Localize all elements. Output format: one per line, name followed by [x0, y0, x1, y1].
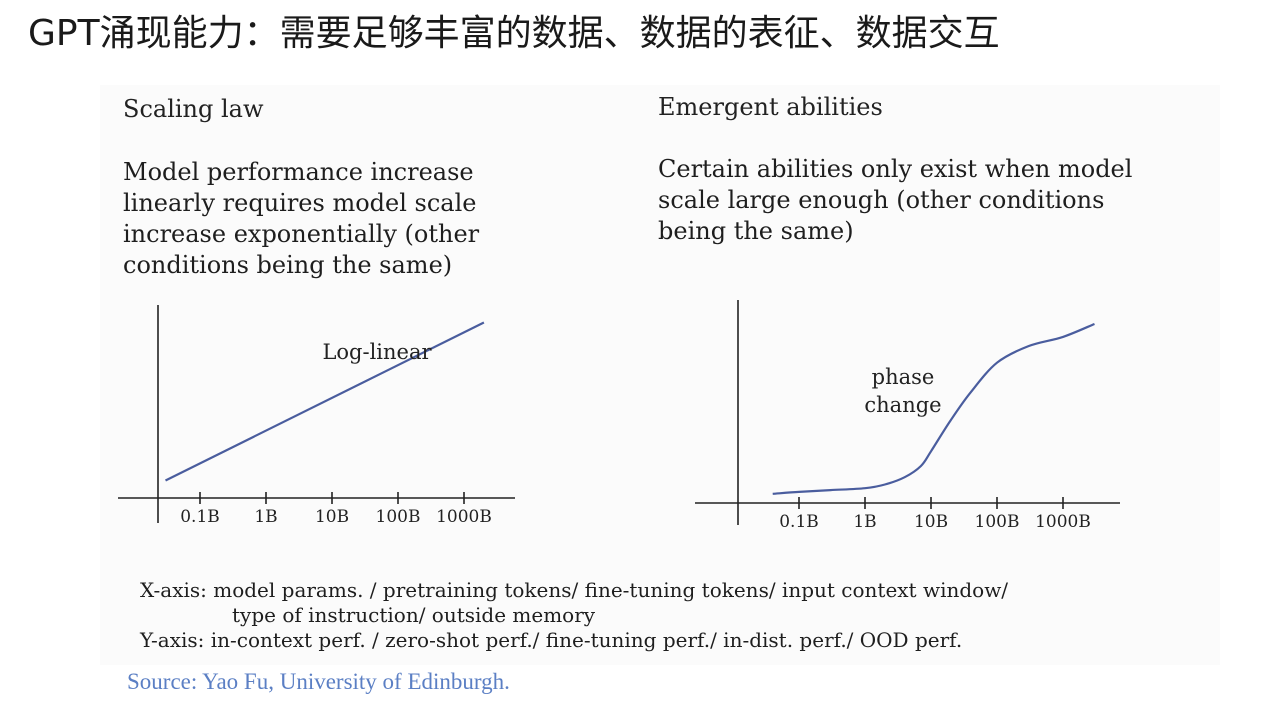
slide-title: GPT涌现能力：需要足够丰富的数据、数据的表征、数据交互 [28, 13, 1000, 54]
figure-panel [100, 85, 1220, 665]
emergent-abilities-description-line: Certain abilities only exist when model [658, 155, 1133, 183]
emergent-x-tick-label: 1B [853, 512, 876, 532]
emergent-annotation: change [864, 393, 941, 417]
emergent-x-tick-label: 10B [914, 512, 948, 532]
scaling-law-description-line: Model performance increase [123, 158, 474, 186]
emergent-x-tick-label: 100B [975, 512, 1020, 532]
emergent-abilities-description-line: scale large enough (other conditions [658, 186, 1105, 214]
scaling-law-description-line: linearly requires model scale [123, 189, 477, 217]
emergent-annotation: phase [872, 365, 935, 389]
scaling-law-x-tick-label: 1000B [436, 507, 492, 527]
emergent-abilities-description-line: being the same) [658, 217, 854, 245]
scaling-law-x-tick-label: 0.1B [180, 507, 220, 527]
emergent-x-tick-label: 1000B [1035, 512, 1091, 532]
emergent-abilities-chart: 0.1B 1B 10B 100B 1000B phase change [695, 300, 1120, 532]
axis-notes: X-axis: model params. / pretraining toke… [140, 578, 1008, 653]
scaling-law-chart: 0.1B 1B 10B 100B 1000B Log-linear [118, 305, 515, 527]
scaling-law-description: Model performance increase linearly requ… [123, 157, 479, 281]
emergent-abilities-description: Certain abilities only exist when model … [658, 154, 1132, 247]
emergent-series-line [772, 322, 1095, 495]
scaling-law-annotation: Log-linear [322, 340, 432, 364]
scaling-law-heading: Scaling law [123, 95, 264, 123]
y-axis-note: Y-axis: in-context perf. / zero-shot per… [140, 628, 963, 652]
scaling-law-x-tick-label: 1B [254, 507, 277, 527]
scaling-law-description-line: increase exponentially (other [123, 220, 480, 248]
x-axis-note: X-axis: model params. / pretraining toke… [140, 578, 1009, 602]
x-axis-note-continued: type of instruction/ outside memory [232, 603, 596, 627]
scaling-law-x-tick-label: 100B [376, 507, 421, 527]
scaling-law-description-line: conditions being the same) [123, 251, 453, 279]
emergent-abilities-heading: Emergent abilities [658, 93, 883, 121]
source-citation: Source: Yao Fu, University of Edinburgh. [127, 669, 510, 694]
scaling-law-x-tick-label: 10B [315, 507, 349, 527]
scaling-law-series-line [165, 321, 485, 482]
emergent-x-tick-label: 0.1B [779, 512, 819, 532]
